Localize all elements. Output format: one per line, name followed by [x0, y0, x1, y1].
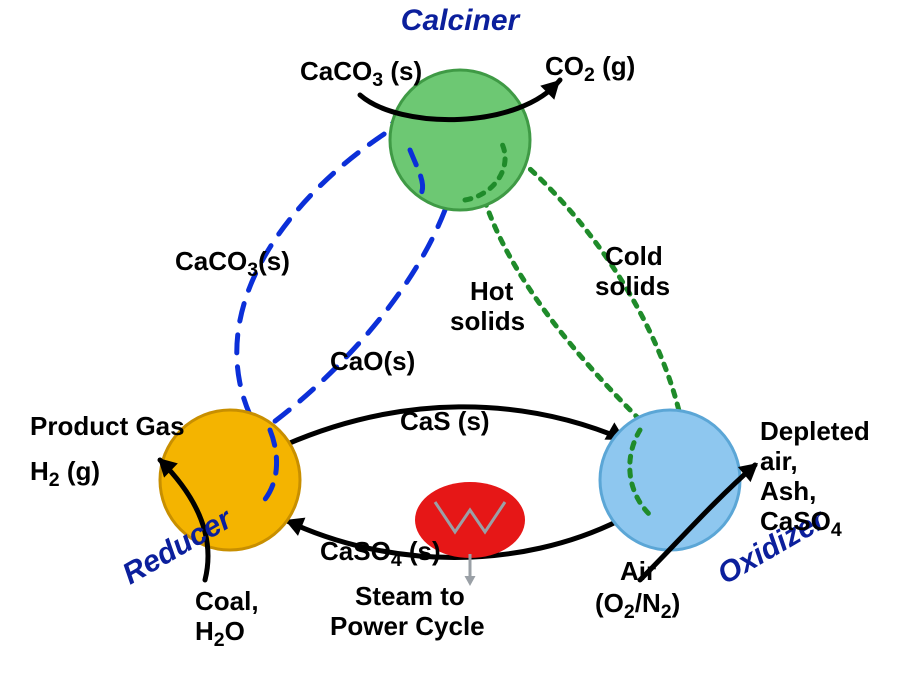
label-depleted-1: Depleted	[760, 416, 870, 446]
label-air: Air	[620, 556, 656, 586]
node-calciner	[390, 70, 530, 210]
label-steam-2: Power Cycle	[330, 611, 485, 641]
label-h2o: H2O	[195, 616, 245, 651]
label-steam-1: Steam to	[355, 581, 465, 611]
label-coal: Coal,	[195, 586, 259, 616]
label-caco3-stream: CaCO3(s)	[175, 246, 290, 281]
label-caso4: CaSO4 (s)	[320, 536, 441, 571]
edge-cao-down	[270, 210, 445, 425]
label-cao: CaO(s)	[330, 346, 415, 376]
label-caco3-in: CaCO3 (s)	[300, 56, 422, 91]
label-h2: H2 (g)	[30, 456, 100, 491]
label-cold-solids-2: solids	[595, 271, 670, 301]
label-depleted-2: air,	[760, 446, 798, 476]
label-hot-solids-2: solids	[450, 306, 525, 336]
label-cas: CaS (s)	[400, 406, 490, 436]
label-cold-solids: Cold	[605, 241, 663, 271]
node-oxidizer	[600, 410, 740, 550]
title-calciner: Calciner	[401, 4, 522, 37]
label-o2n2: (O2/N2)	[595, 588, 680, 623]
label-depleted-4: CaSO4	[760, 506, 842, 541]
label-hot-solids: Hot	[470, 276, 514, 306]
label-co2-out: CO2 (g)	[545, 51, 635, 86]
label-depleted-3: Ash,	[760, 476, 816, 506]
label-product-gas: Product Gas	[30, 411, 185, 441]
arrow-head	[465, 576, 476, 586]
